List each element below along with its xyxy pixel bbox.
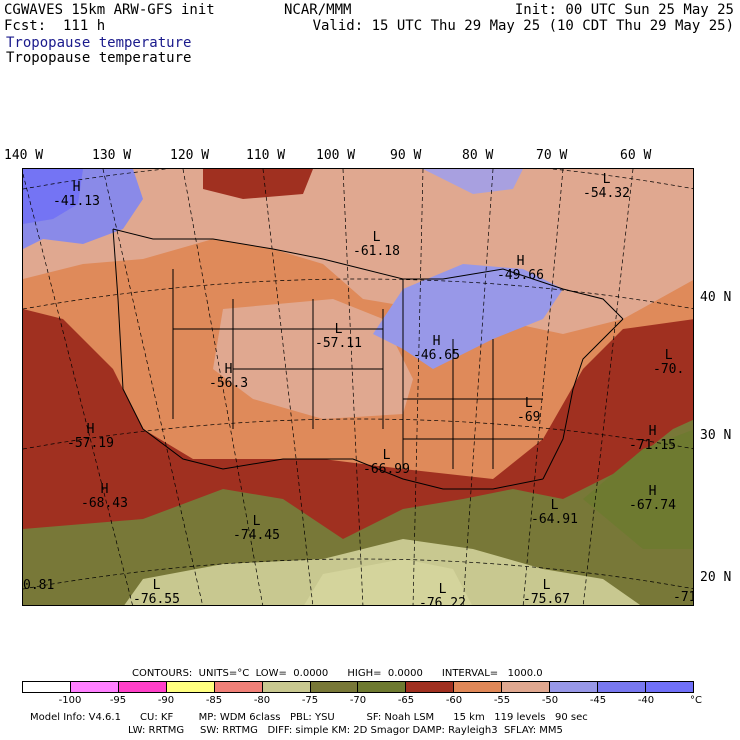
colorbar-swatch: [166, 682, 215, 692]
lat-label: 20 N: [700, 570, 732, 585]
colorbar-tick-label: -50: [541, 695, 559, 706]
colorbar-swatch: [406, 682, 455, 692]
lon-label: 70 W: [536, 148, 568, 163]
extremum-label: H -67.74: [629, 484, 676, 513]
lon-label: 120 W: [170, 148, 210, 163]
extremum-label: L -66.99: [363, 448, 410, 477]
colorbar-tick-label: -45: [589, 695, 607, 706]
extremum-label: L -64.91: [531, 498, 578, 527]
lon-label: 100 W: [316, 148, 356, 163]
valid-time: Valid: 15 UTC Thu 29 May 25 (10 CDT Thu …: [312, 18, 734, 34]
lon-label: 110 W: [246, 148, 286, 163]
extremum-label: L -61.18: [353, 230, 400, 259]
extremum-label: L -57.11: [315, 322, 362, 351]
colorbar-swatch: [310, 682, 359, 692]
colorbar-tick-label: -95: [109, 695, 127, 706]
colorbar-swatch: [214, 682, 263, 692]
colorbar-tick-label: -40: [637, 695, 655, 706]
colorbar-swatch: [23, 682, 71, 692]
field-name-secondary: Tropopause temperature: [6, 50, 192, 66]
colorbar-tick-label: -80: [253, 695, 271, 706]
colorbar-swatch: [358, 682, 407, 692]
colorbar: [22, 681, 694, 693]
temperature-field: [23, 169, 693, 605]
extremum-label: H -71.15: [629, 424, 676, 453]
colorbar-swatch: [262, 682, 311, 692]
colorbar-swatch: [645, 682, 693, 692]
colorbar-tick-label: -100: [58, 695, 82, 706]
colorbar-tick-label: -90: [157, 695, 175, 706]
lat-label: 40 N: [700, 290, 732, 305]
extremum-label: L -54.32: [583, 172, 630, 201]
model-info-line2: LW: RRTMG SW: RRTMG DIFF: simple KM: 2D …: [128, 725, 563, 736]
lat-label: 30 N: [700, 428, 732, 443]
colorbar-tick-label: -85: [205, 695, 223, 706]
colorbar-tick-label: -75: [301, 695, 319, 706]
colorbar-swatch: [550, 682, 599, 692]
center-label: NCAR/MMM: [284, 2, 352, 18]
extremum-label: H -68.43: [81, 482, 128, 511]
colorbar-unit: °C: [690, 695, 702, 706]
extremum-label: L -76.22: [419, 582, 466, 606]
colorbar-swatch: [70, 682, 119, 692]
init-time: Init: 00 UTC Sun 25 May 25: [514, 2, 734, 18]
contour-info: CONTOURS: UNITS=°C LOW= 0.0000 HIGH= 0.0…: [132, 668, 543, 679]
colorbar-tick-label: -70: [349, 695, 367, 706]
extremum-label: L -74.45: [233, 514, 280, 543]
colorbar-swatch: [502, 682, 551, 692]
colorbar-tick-label: -65: [397, 695, 415, 706]
extremum-label: H -46.65: [413, 334, 460, 363]
model-info-line1: Model Info: V4.6.1 CU: KF MP: WDM 6class…: [30, 712, 588, 723]
lon-label: 140 W: [4, 148, 44, 163]
extremum-label: H -49.66: [497, 254, 544, 283]
extremum-label: L -70.: [653, 348, 685, 377]
extremum-label: L -75.67: [523, 578, 570, 606]
extremum-label: H -56.3: [209, 362, 249, 391]
edge-value-label: -71: [673, 590, 693, 605]
lon-label: 80 W: [462, 148, 494, 163]
extremum-label: H -41.13: [53, 180, 100, 209]
lon-label: 130 W: [92, 148, 132, 163]
extremum-label: H -57.19: [67, 422, 114, 451]
extremum-label: L -76.55: [133, 578, 180, 606]
model-title: CGWAVES 15km ARW-GFS init: [4, 2, 215, 18]
colorbar-swatch: [454, 682, 503, 692]
field-name-primary: Tropopause temperature: [6, 35, 192, 51]
forecast-hour: Fcst: 111 h: [4, 18, 106, 34]
colorbar-swatch: [598, 682, 646, 692]
extremum-label: L -69: [517, 396, 541, 425]
edge-value-label: 0.81: [23, 578, 55, 593]
lon-label: 90 W: [390, 148, 422, 163]
colorbar-tick-label: -55: [493, 695, 511, 706]
map-panel: H -41.13 L -54.32 L -61.18 H -49.66 L -57.11 …: [22, 168, 694, 606]
colorbar-tick-label: -60: [445, 695, 463, 706]
lon-label: 60 W: [620, 148, 652, 163]
colorbar-swatch: [118, 682, 167, 692]
